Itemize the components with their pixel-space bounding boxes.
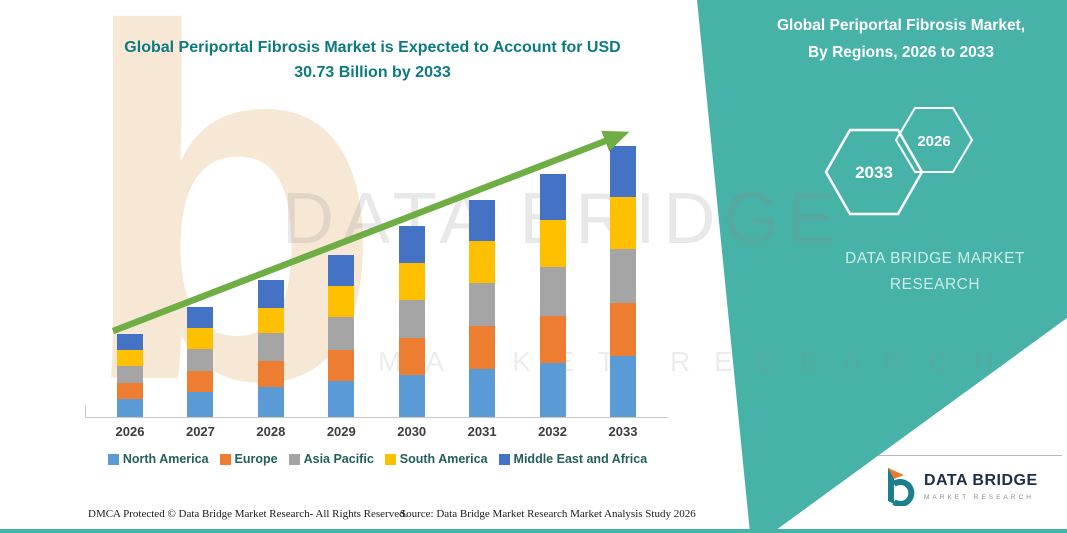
bar-segment-2033 <box>609 197 636 250</box>
legend-swatch <box>107 453 119 465</box>
bar-segment-2030 <box>398 374 425 417</box>
bar-segment-2032 <box>539 220 566 268</box>
chart-title-line1: Global Periportal Fibrosis Market is Exp… <box>124 39 621 56</box>
legend-swatch <box>219 453 231 465</box>
legend-label: Middle East and Africa <box>513 452 648 466</box>
legend-swatch <box>288 453 300 465</box>
bar-segment-2032 <box>539 315 566 364</box>
bar-segment-2031 <box>469 282 496 327</box>
logo-subtitle: MARKET RESEARCH <box>924 493 1034 501</box>
x-axis-label: 2029 <box>326 424 356 439</box>
bar-segment-2033 <box>609 249 636 304</box>
bar-segment-2029 <box>328 317 355 350</box>
bar-segment-2033 <box>609 145 636 198</box>
x-axis-label: 2031 <box>467 424 497 439</box>
bar-segment-2030 <box>398 226 425 264</box>
legend-item: Asia Pacific <box>288 452 374 466</box>
x-axis-label: 2032 <box>538 424 567 439</box>
bar-segment-2031 <box>469 241 496 283</box>
bar-segment-2032 <box>539 267 566 316</box>
bar-segment-2031 <box>469 368 496 417</box>
chart-legend: North America Europe Asia Pacific South Ame… <box>80 452 675 466</box>
logo-text: DATA BRIDGE MARKET RESEARCH <box>924 471 1038 500</box>
legend-swatch <box>384 453 396 465</box>
x-axis-label: 2033 <box>608 424 638 439</box>
bar-2031 <box>469 199 496 417</box>
bar-segment-2029 <box>328 349 355 381</box>
legend-item: South America <box>384 452 488 466</box>
hexagon-2033 <box>824 128 924 216</box>
legend-label: Asia Pacific <box>303 452 374 466</box>
legend-label: Europe <box>234 452 278 466</box>
bar-2027 <box>187 306 214 417</box>
legend-item: Middle East and Africa <box>498 452 648 466</box>
legend-label: South America <box>399 452 488 466</box>
footer-source-text: Source: Data Bridge Market Research Mark… <box>400 508 696 520</box>
bar-segment-2033 <box>609 303 636 357</box>
legend-item: North America <box>107 452 209 466</box>
logo-title: DATA BRIDGE <box>924 472 1038 490</box>
bar-segment-2026 <box>117 382 143 399</box>
bottom-teal-border <box>0 529 1067 533</box>
bar-segment-2026 <box>117 334 143 350</box>
legend-swatch <box>498 453 510 465</box>
panel-brand-text: DATA BRIDGE MARKET RESEARCH <box>820 246 1050 297</box>
bar-segment-2028 <box>257 360 284 387</box>
bar-segment-2029 <box>328 380 355 417</box>
bar-2030 <box>398 226 425 417</box>
bar-segment-2029 <box>328 286 355 318</box>
bar-segment-2027 <box>187 327 214 350</box>
bar-segment-2031 <box>469 199 496 242</box>
panel-brand-line1: DATA BRIDGE MARKET <box>845 250 1025 267</box>
stacked-bar-plot <box>85 117 668 417</box>
bar-segment-2032 <box>539 174 566 221</box>
x-axis-label: 2030 <box>397 424 427 439</box>
bar-segment-2030 <box>398 337 425 375</box>
bar-segment-2031 <box>469 326 496 369</box>
x-axis-line <box>85 417 668 418</box>
hexagon-2026-label: 2026 <box>917 133 950 150</box>
legend-label: North America <box>122 452 209 466</box>
x-axis-labels: 2026 2027 2028 2029 2030 2031 2032 2033 <box>85 424 668 439</box>
x-axis-label: 2026 <box>115 424 145 439</box>
bar-segment-2027 <box>187 371 214 393</box>
panel-brand-line2: RESEARCH <box>889 275 981 293</box>
x-axis-label: 2028 <box>256 424 286 439</box>
panel-title-line2: By Regions, 2026 to 2033 <box>807 44 995 62</box>
chart-title-line2: 30.73 Billion by 2033 <box>294 63 451 81</box>
panel-title: Global Periportal Fibrosis Market, By Re… <box>755 12 1047 66</box>
bar-segment-2028 <box>257 280 284 308</box>
hexagon-2033-label: 2033 <box>855 163 893 182</box>
bar-2028 <box>257 280 284 417</box>
panel-title-line1: Global Periportal Fibrosis Market, <box>776 17 1026 34</box>
x-axis-label: 2027 <box>185 424 215 439</box>
bar-segment-2028 <box>257 387 284 417</box>
bar-2029 <box>328 254 355 417</box>
logo-separator-line <box>878 455 1062 456</box>
bar-2026 <box>117 334 143 417</box>
bar-segment-2030 <box>398 263 425 300</box>
bar-segment-2028 <box>257 333 284 361</box>
legend-item: Europe <box>219 452 278 466</box>
y-axis-tick <box>85 405 86 418</box>
bar-2032 <box>539 174 566 417</box>
bar-segment-2027 <box>187 306 214 328</box>
bar-segment-2027 <box>187 349 214 372</box>
company-logo: DATA BRIDGE MARKET RESEARCH <box>880 466 1038 506</box>
bar-segment-2026 <box>117 398 143 417</box>
bar-segment-2027 <box>187 392 214 417</box>
hexagon-2026 <box>894 107 974 173</box>
bar-segment-2030 <box>398 299 425 338</box>
bar-segment-2026 <box>117 365 143 383</box>
bar-2033 <box>609 145 636 417</box>
databridge-b-icon <box>888 468 915 506</box>
bar-segment-2032 <box>539 363 566 417</box>
bar-segment-2029 <box>328 254 355 287</box>
bar-segment-2033 <box>609 356 636 417</box>
chart-title: Global Periportal Fibrosis Market is Exp… <box>95 36 650 86</box>
footer-dmca-text: DMCA Protected © Data Bridge Market Rese… <box>88 508 408 520</box>
bar-segment-2028 <box>257 307 284 334</box>
bar-segment-2026 <box>117 349 143 366</box>
